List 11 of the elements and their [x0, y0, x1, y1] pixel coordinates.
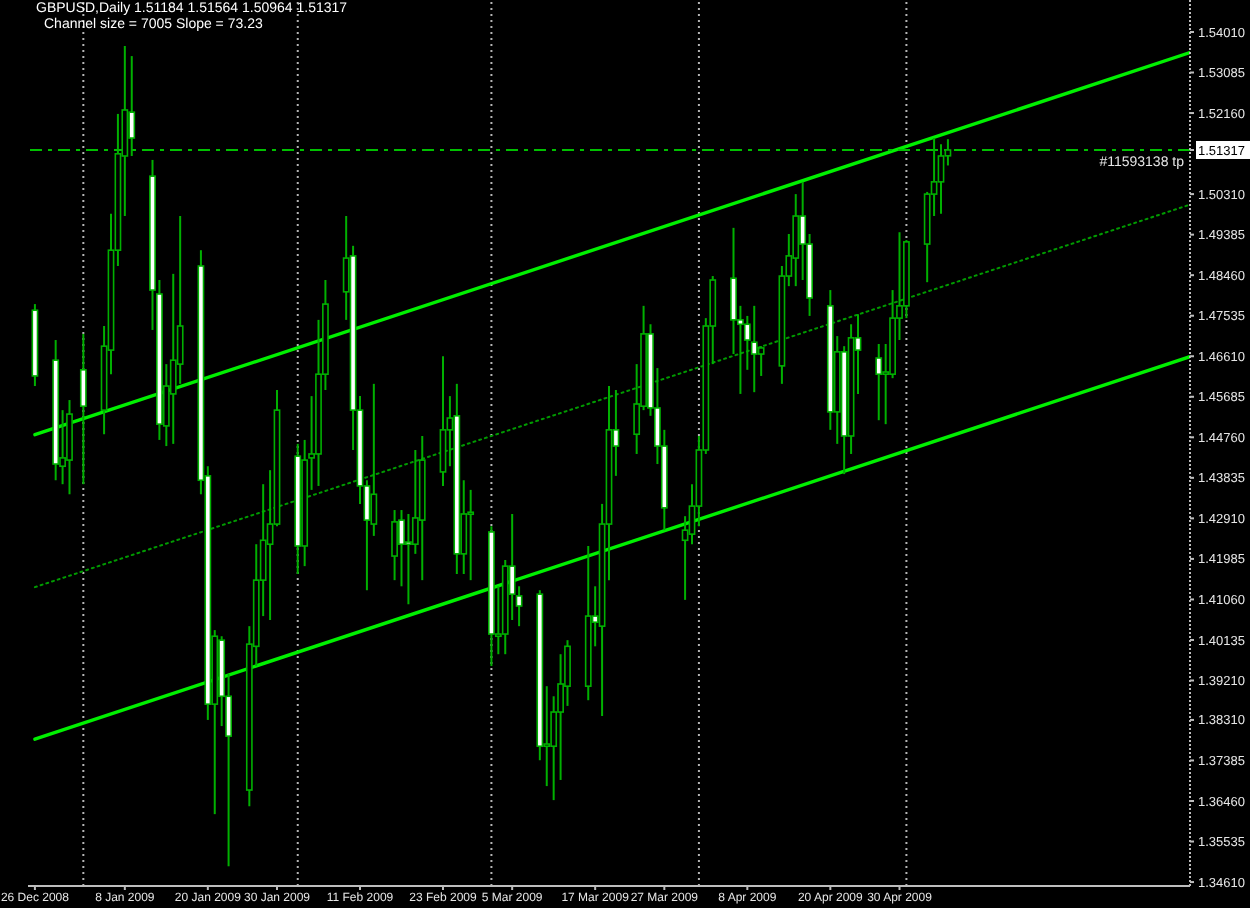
candlestick [937, 143, 945, 215]
candlestick [467, 488, 475, 582]
candlestick [66, 399, 73, 496]
candlestick [405, 512, 412, 606]
candlestick [79, 332, 87, 486]
candlestick [757, 345, 765, 377]
candlestick [128, 55, 136, 157]
candlestick [750, 304, 758, 394]
candlestick [439, 355, 447, 487]
candlestick [875, 342, 883, 422]
candlestick [391, 509, 398, 582]
